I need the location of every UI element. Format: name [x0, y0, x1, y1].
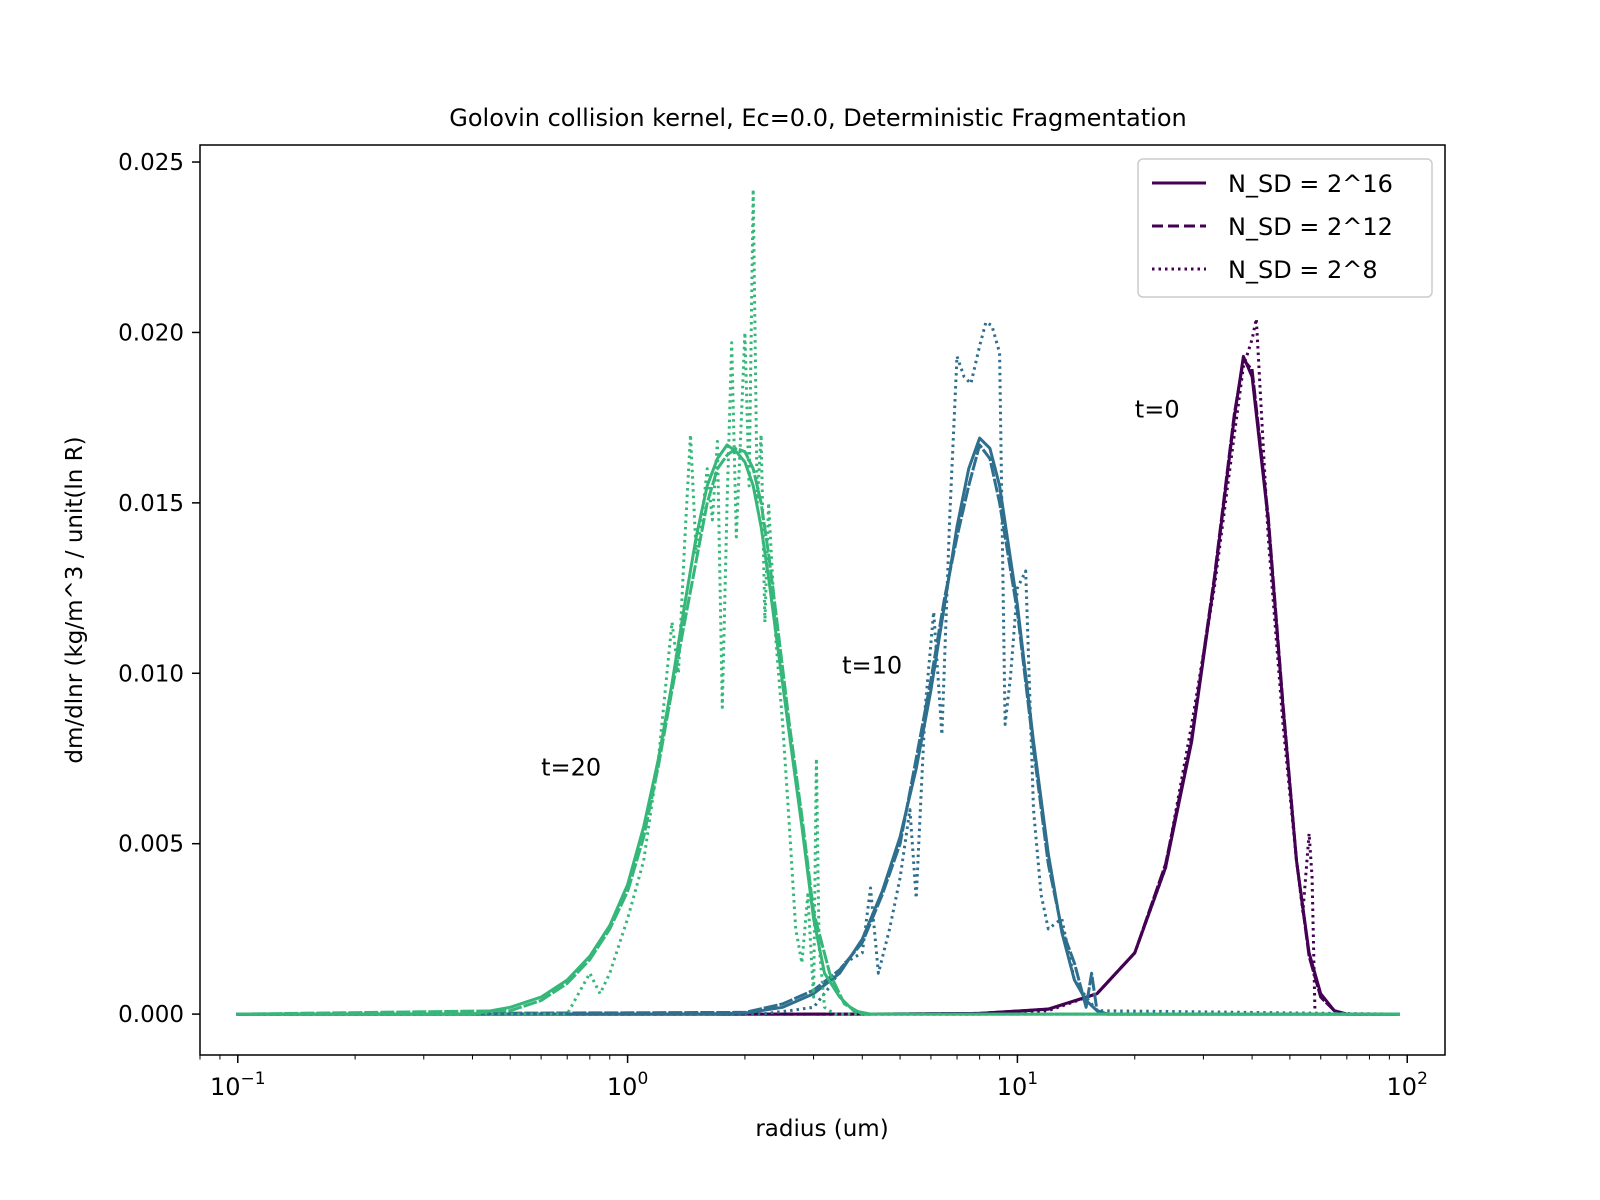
x-tick-label: 101	[997, 1069, 1038, 1101]
series-line-t-0-n-sd-2-8	[237, 317, 1399, 1016]
legend-label: N_SD = 2^16	[1228, 170, 1393, 198]
y-axis-label: dm/dlnr (kg/m^3 / unit(ln R)	[62, 436, 88, 763]
y-tick-label: 0.020	[118, 320, 184, 346]
y-tick-label: 0.010	[118, 661, 184, 687]
x-tick-label: 102	[1387, 1069, 1428, 1101]
y-tick-label: 0.025	[118, 150, 184, 176]
x-axis: 10−1 100 101 102	[199, 1055, 1428, 1101]
x-tick-label: 10−1	[210, 1069, 266, 1101]
y-axis: 0.000 0.005 0.010 0.015 0.020 0.025	[118, 150, 200, 1028]
y-tick-label: 0.000	[118, 1002, 184, 1028]
legend-box	[1137, 158, 1433, 298]
x-tick-label: 100	[607, 1069, 648, 1101]
plot-area	[236, 187, 1400, 1016]
y-tick-label: 0.015	[118, 491, 184, 517]
axes-frame	[199, 144, 1446, 1056]
chart-title: Golovin collision kernel, Ec=0.0, Determ…	[449, 104, 1186, 132]
series-line-t-10-n-sd-2-12	[236, 443, 1400, 1016]
legend: N_SD = 2^16 N_SD = 2^12 N_SD = 2^8	[1137, 158, 1433, 298]
series-line-t-20-n-sd-2-8	[237, 187, 1399, 1016]
annotations: t=0 t=10 t=20	[541, 396, 1179, 782]
legend-label: N_SD = 2^8	[1228, 256, 1378, 284]
series-line-t-20-n-sd-2-12	[236, 446, 1400, 1016]
annotation-t-10: t=10	[842, 651, 902, 679]
annotation-t-0: t=0	[1135, 396, 1180, 424]
series-line-t-20-n-sd-2-16	[236, 443, 1400, 1016]
x-axis-label: radius (um)	[755, 1116, 888, 1142]
y-tick-label: 0.005	[118, 832, 184, 858]
annotation-t-20: t=20	[541, 754, 601, 782]
legend-label: N_SD = 2^12	[1228, 213, 1393, 241]
